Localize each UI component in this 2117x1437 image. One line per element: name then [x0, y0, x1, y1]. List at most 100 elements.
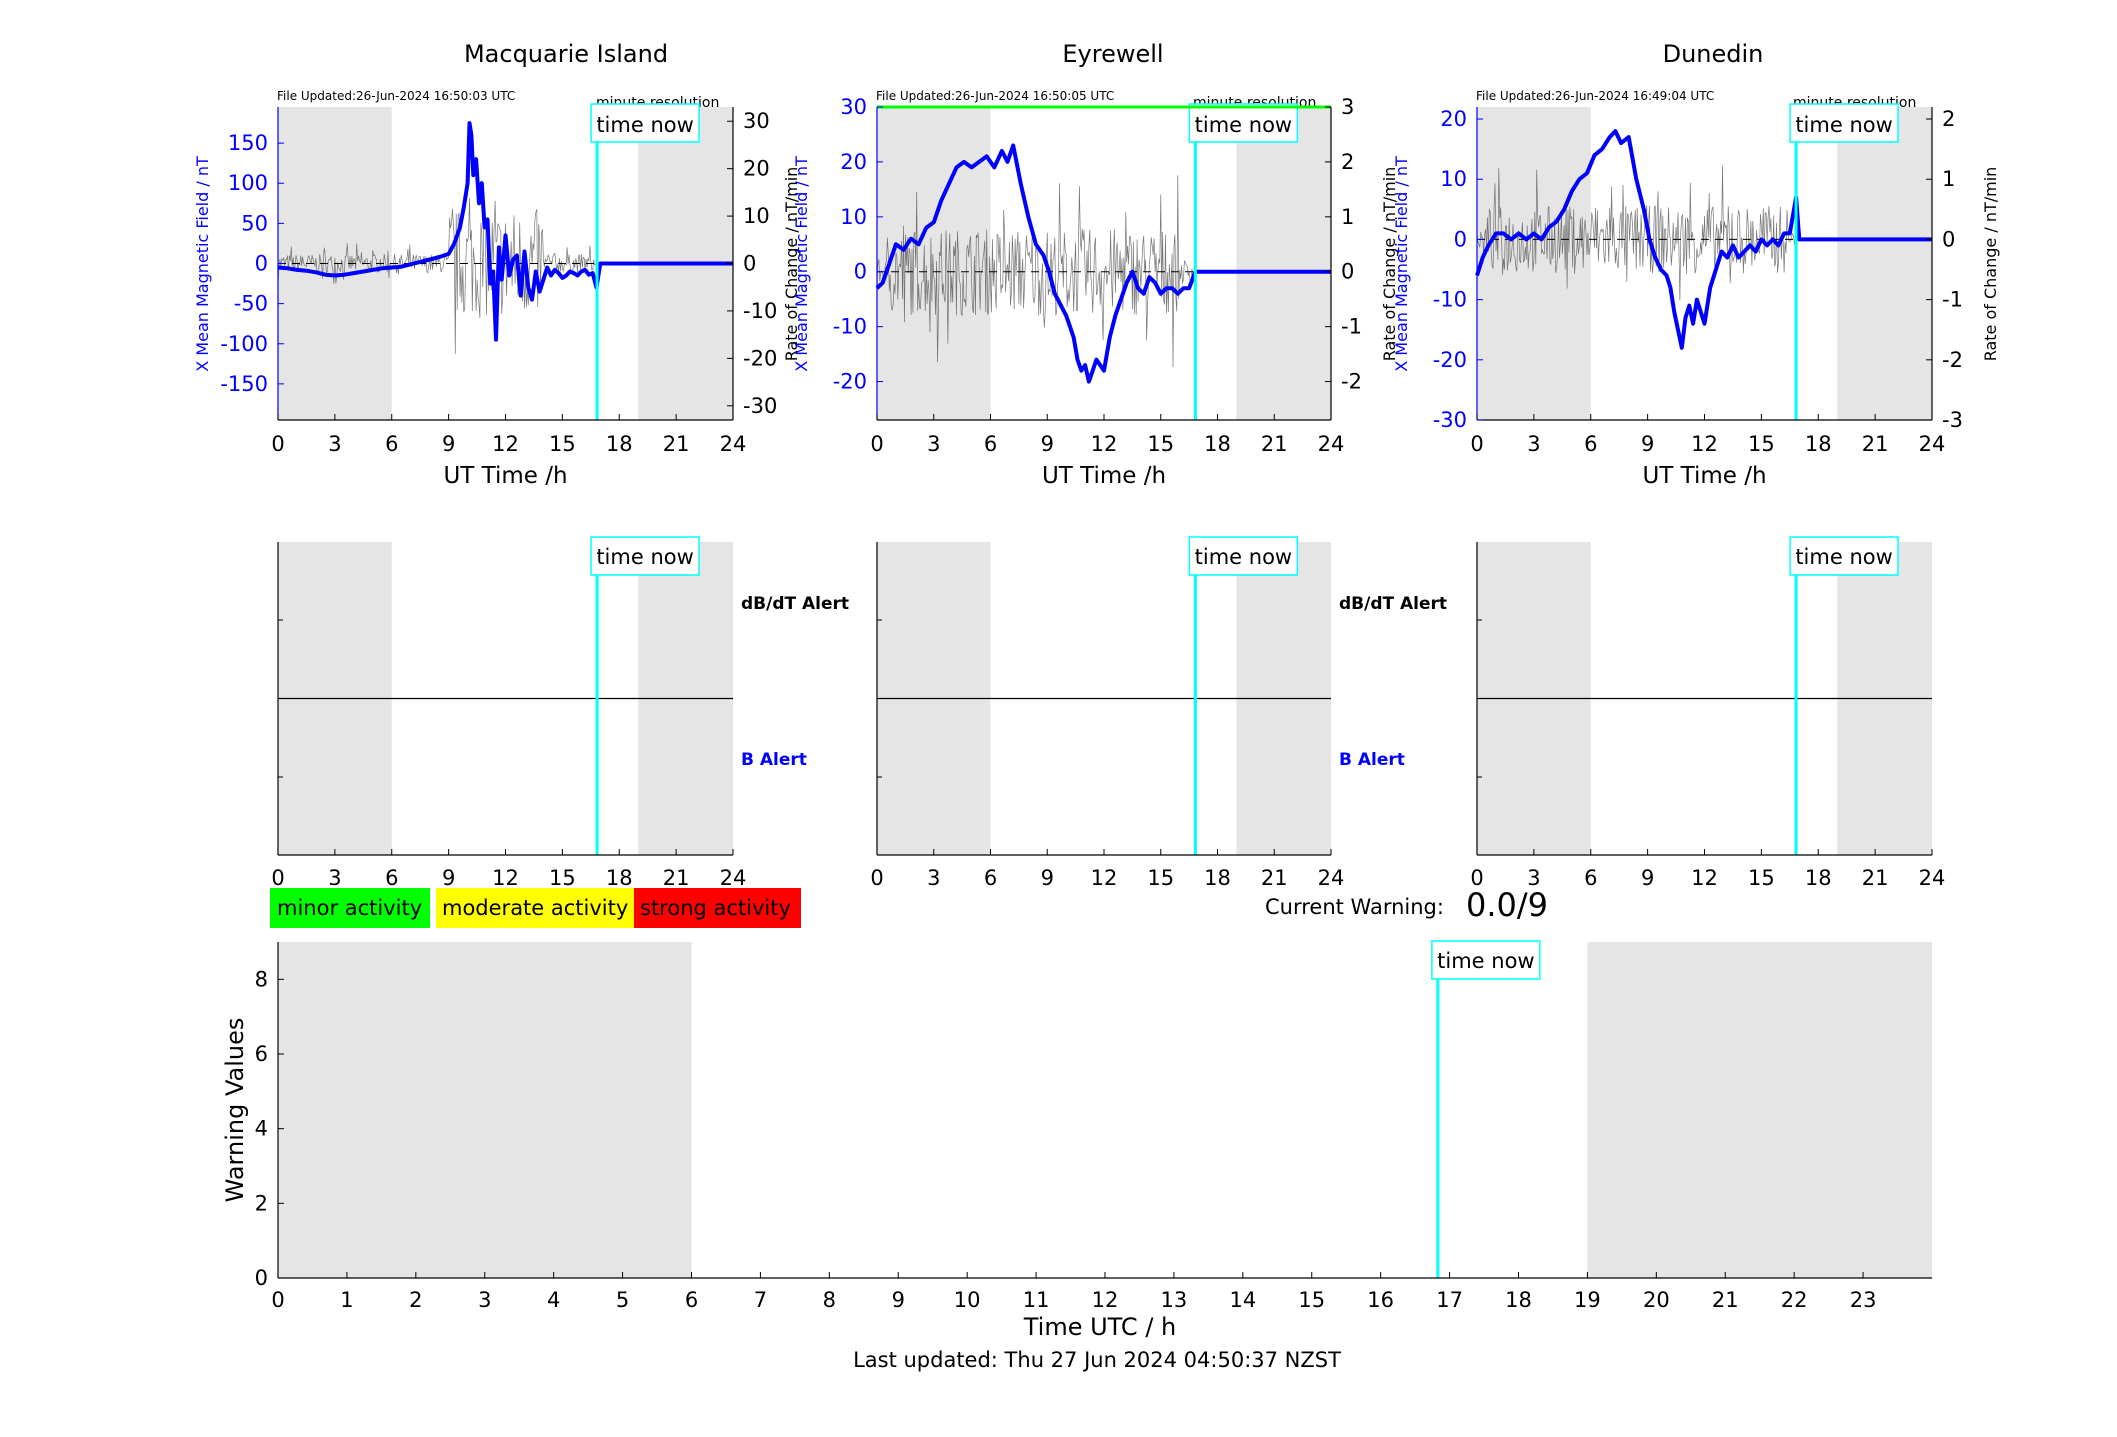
- x-tick-label: 9: [1041, 432, 1054, 456]
- x-tick-label: 6: [385, 432, 398, 456]
- y-axis-label-right: Rate of Change / nT/min: [1981, 167, 2000, 362]
- y-tick-label-left: 50: [241, 211, 268, 235]
- x-tick-label: 18: [606, 866, 633, 890]
- file-updated-macquarie: File Updated:26-Jun-2024 16:50:03 UTC: [277, 89, 515, 103]
- x-tick-label: 21: [1862, 866, 1889, 890]
- x-tick-label: 0: [271, 432, 284, 456]
- x-tick-label: 3: [1527, 432, 1540, 456]
- x-tick-label: 6: [685, 1288, 698, 1312]
- y-tick-label-right: -2: [1942, 348, 1963, 372]
- time-now-label: time now: [1437, 949, 1534, 973]
- x-tick-label: 15: [1748, 432, 1775, 456]
- x-tick-label: 24: [1318, 866, 1345, 890]
- x-tick-label: 0: [870, 866, 883, 890]
- legend-minor-label: minor activity: [277, 896, 422, 920]
- x-tick-label: 6: [1584, 432, 1597, 456]
- station-plot-0: time now-150-100-50050100150-30-20-10010…: [193, 103, 801, 489]
- x-tick-label: 21: [663, 866, 690, 890]
- y-tick-label-right: -20: [743, 346, 777, 370]
- y-tick-label-right: 30: [743, 109, 770, 133]
- y-tick-label-right: 3: [1341, 95, 1354, 119]
- x-tick-label: 12: [1092, 1288, 1119, 1312]
- x-tick-label: 3: [328, 432, 341, 456]
- y-tick-label-left: 10: [1440, 167, 1467, 191]
- x-tick-label: 22: [1781, 1288, 1808, 1312]
- time-now-box: [1789, 536, 1899, 576]
- x-tick-label: 0: [1470, 866, 1483, 890]
- time-now-box: [590, 103, 700, 143]
- x-tick-label: 24: [720, 866, 747, 890]
- x-tick-label: 20: [1643, 1288, 1670, 1312]
- x-tick-label: 0: [271, 1288, 284, 1312]
- x-tick-label: 18: [1204, 432, 1231, 456]
- x-tick-label: 12: [1091, 866, 1118, 890]
- y-tick-label-left: -10: [833, 315, 867, 339]
- x-tick-label: 3: [927, 866, 940, 890]
- x-tick-label: 15: [1748, 866, 1775, 890]
- y-tick-label-right: 2: [1942, 107, 1955, 131]
- warning-y-label: Warning Values: [221, 1018, 249, 1203]
- y-tick-label-left: -20: [1433, 348, 1467, 372]
- x-axis-label: UT Time /h: [1642, 463, 1766, 489]
- y-tick-label-right: -2: [1341, 370, 1362, 394]
- legend-moderate-label: moderate activity: [442, 896, 628, 920]
- x-tick-label: 18: [1805, 866, 1832, 890]
- night-shade: [1236, 107, 1331, 420]
- alert-panel-0: time now 0 3 6 9 12 15 18 21 24: [271, 536, 747, 890]
- y-tick-label: 6: [255, 1042, 268, 1066]
- y-tick-label-right: 1: [1942, 167, 1955, 191]
- current-warning-value: 0.0/9: [1466, 886, 1548, 924]
- x-tick-label: 4: [547, 1288, 560, 1312]
- x-tick-label: 3: [328, 866, 341, 890]
- time-now-box: [590, 536, 700, 576]
- rate-of-change-trace: [277, 198, 597, 354]
- time-now-box: [1188, 103, 1299, 143]
- alert-dbdt-eyrewell: dB/dT Alert: [1339, 594, 1447, 614]
- y-tick-label-left: 0: [255, 252, 268, 276]
- x-axis-label: UT Time /h: [443, 463, 567, 489]
- x-tick-label: 12: [492, 432, 519, 456]
- y-tick-label-right: -1: [1341, 315, 1362, 339]
- alert-b-eyrewell: B Alert: [1339, 750, 1405, 770]
- x-tick-label: 21: [663, 432, 690, 456]
- y-axis-label-left: X Mean Magnetic Field / nT: [1392, 156, 1411, 372]
- y-tick-label: 4: [255, 1117, 268, 1141]
- y-tick-label-left: -150: [220, 372, 268, 396]
- alert-panel-1: time now 0 3 6 9 12 15 18 21 24: [870, 536, 1345, 890]
- y-tick-label-left: 100: [228, 171, 268, 195]
- x-tick-label: 0: [1470, 432, 1483, 456]
- x-tick-label: 21: [1261, 866, 1288, 890]
- night-shade: [1587, 942, 1932, 1278]
- x-tick-label: 21: [1712, 1288, 1739, 1312]
- x-tick-label: 15: [1147, 432, 1174, 456]
- station-title-macquarie: Macquarie Island: [464, 40, 668, 68]
- x-tick-label: 12: [1091, 432, 1118, 456]
- x-tick-label: 0: [870, 432, 883, 456]
- x-tick-label: 11: [1023, 1288, 1050, 1312]
- y-axis-label-left: X Mean Magnetic Field / nT: [193, 156, 212, 372]
- y-tick-label-right: 10: [743, 204, 770, 228]
- night-shade: [877, 107, 991, 420]
- alert-b-macquarie: B Alert: [741, 750, 807, 770]
- file-updated-eyrewell: File Updated:26-Jun-2024 16:50:05 UTC: [876, 89, 1114, 103]
- y-tick-label-left: 10: [840, 205, 867, 229]
- x-tick-label: 16: [1367, 1288, 1394, 1312]
- y-tick-label-left: -30: [1433, 408, 1467, 432]
- alert-dbdt-macquarie: dB/dT Alert: [741, 594, 849, 614]
- y-tick-label-right: 1: [1341, 205, 1354, 229]
- x-tick-label: 18: [1805, 432, 1832, 456]
- y-tick-label-right: -3: [1942, 408, 1963, 432]
- y-axis-label-left: X Mean Magnetic Field / nT: [792, 156, 811, 372]
- x-tick-label: 21: [1261, 432, 1288, 456]
- x-tick-label: 6: [984, 866, 997, 890]
- y-axis-label-right: Rate of Change / nT/min: [1380, 167, 1399, 362]
- x-tick-label: 2: [409, 1288, 422, 1312]
- night-shade: [278, 942, 692, 1278]
- y-tick-label: 8: [255, 967, 268, 991]
- y-tick-label-left: -10: [1433, 288, 1467, 312]
- x-tick-label: 12: [1691, 866, 1718, 890]
- x-tick-label: 3: [1527, 866, 1540, 890]
- x-tick-label: 15: [549, 866, 576, 890]
- y-tick-label: 0: [255, 1266, 268, 1290]
